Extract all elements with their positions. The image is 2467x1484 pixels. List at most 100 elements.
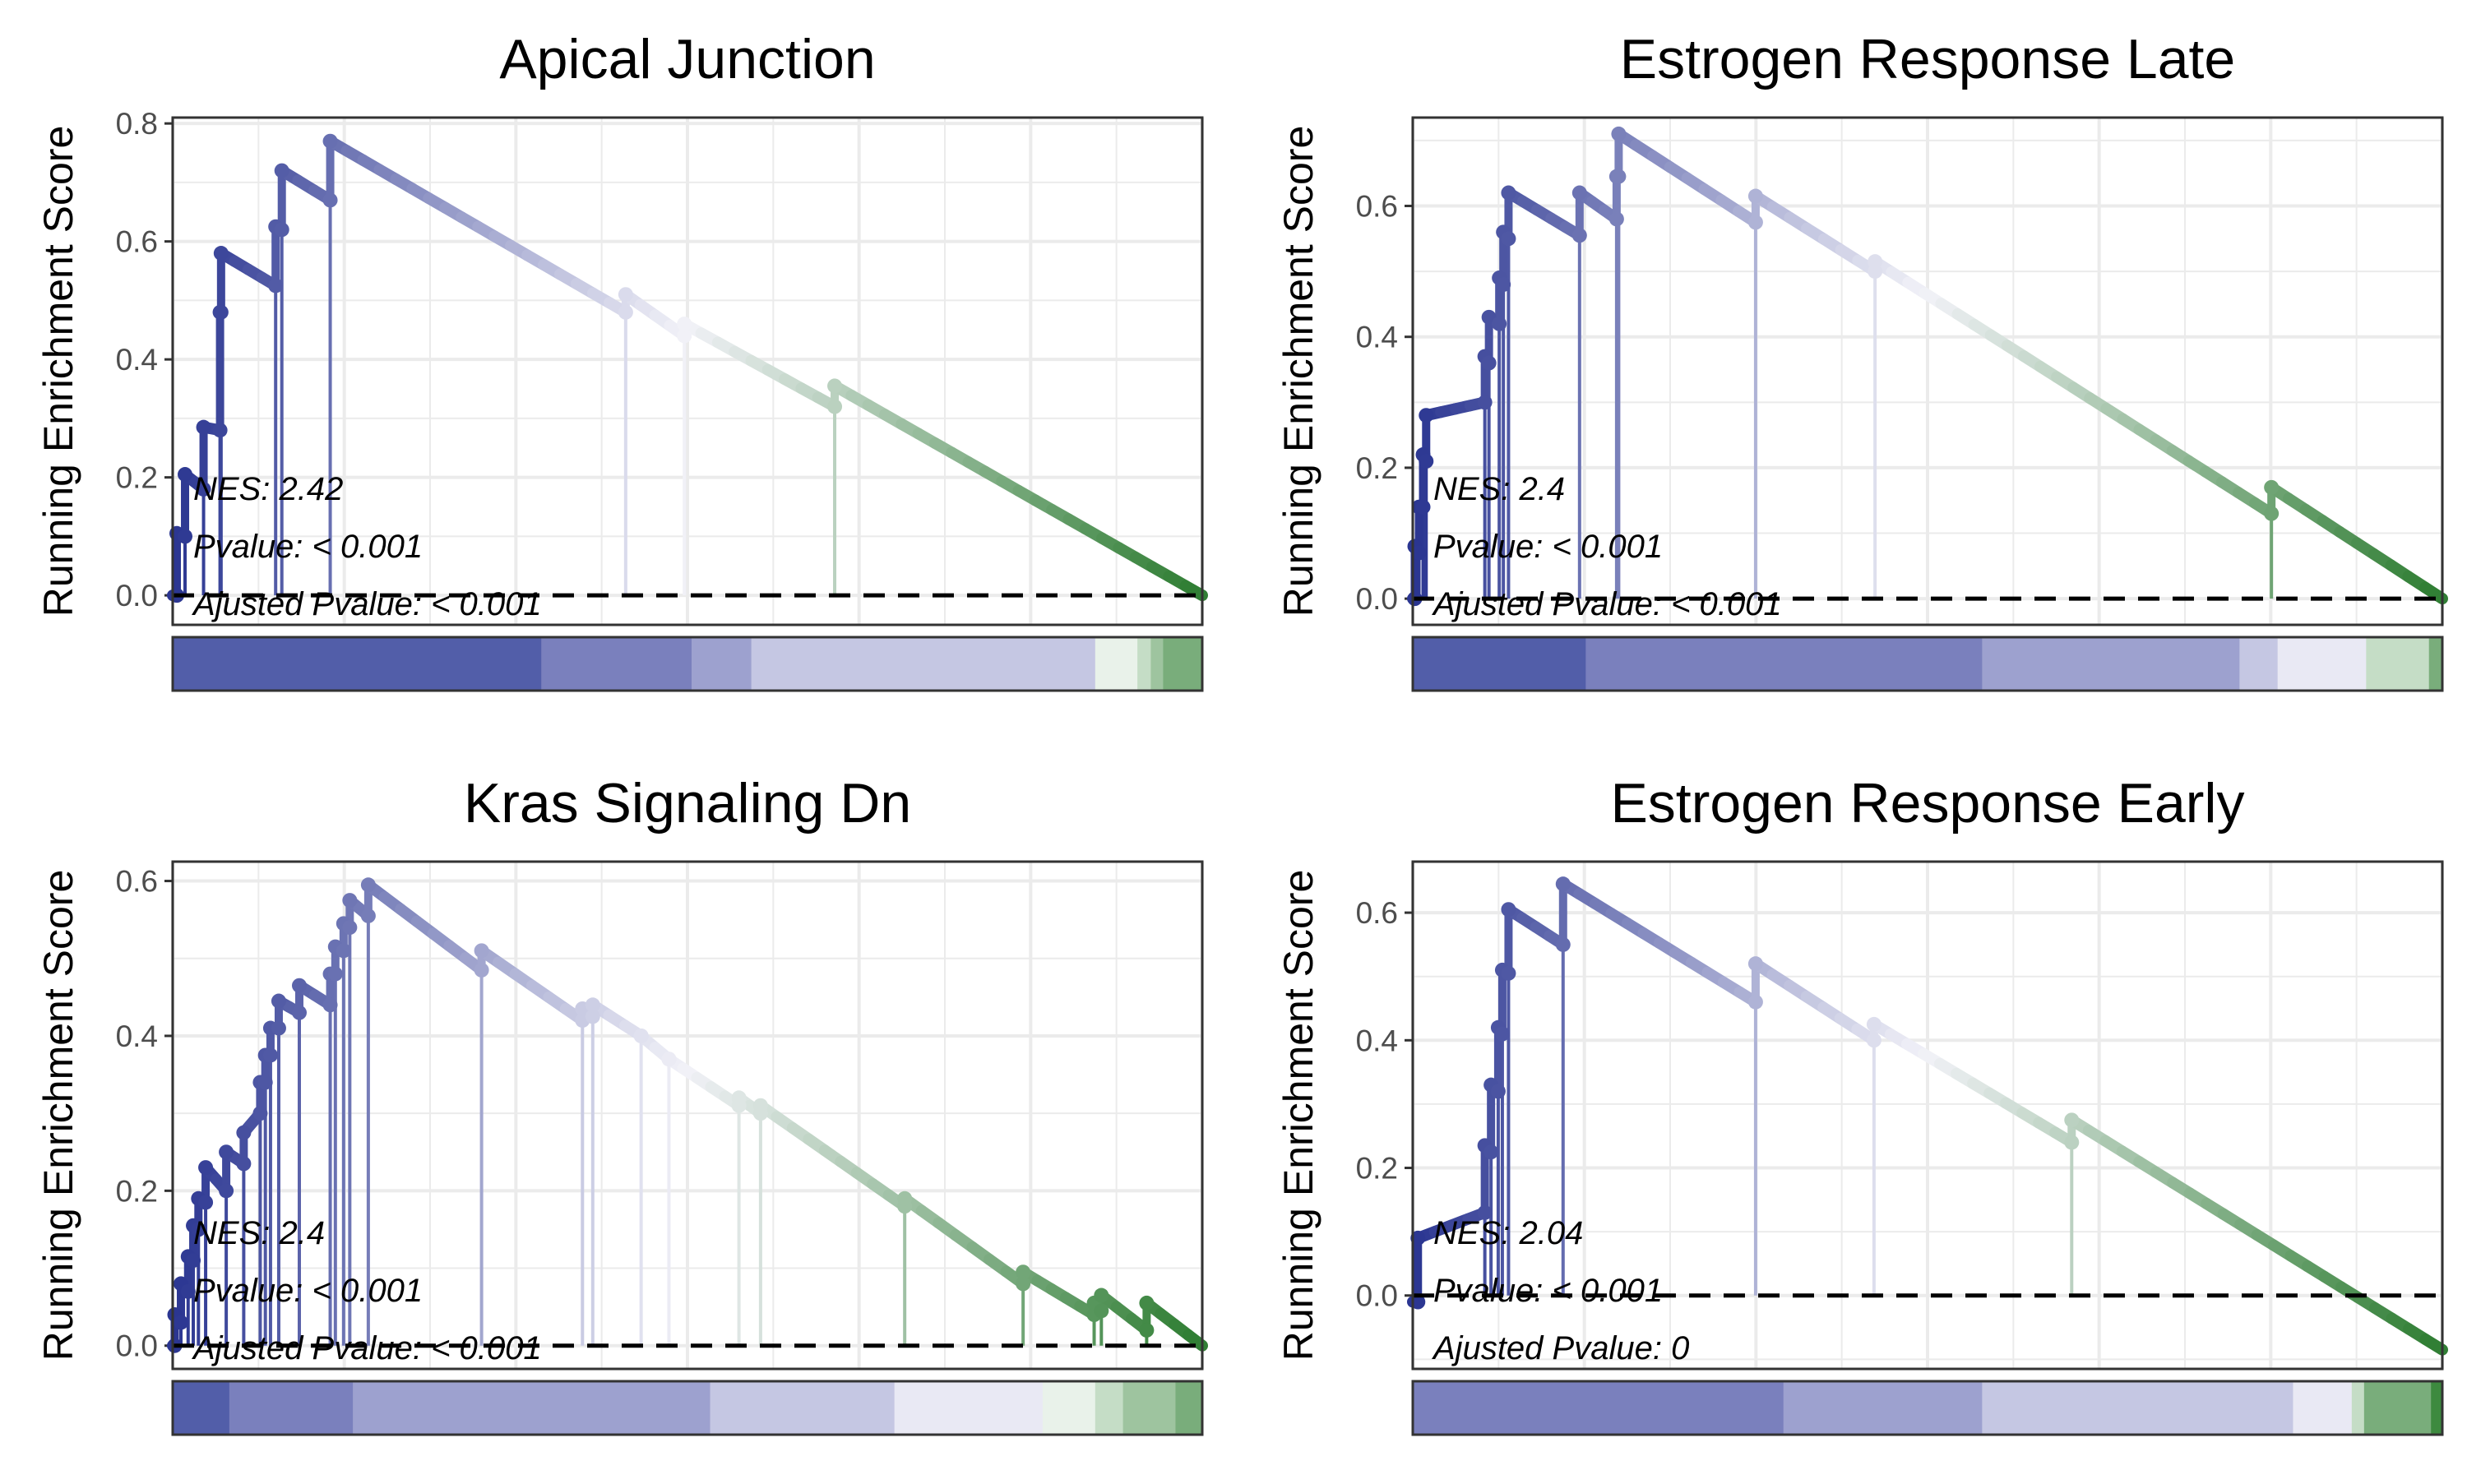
hit-point [585,997,600,1013]
hit-point [827,399,843,414]
stats-annotation: NES: 2.4 Pvalue: < 0.001 Ajusted Pvalue: <… [192,1215,542,1366]
hit-point [1747,956,1763,972]
color-bar-segment [173,637,542,691]
hit-point [474,962,489,978]
y-tick-label: 0.2 [116,461,158,495]
hit-point [336,943,351,959]
stat-adj-pvalue: Ajusted Pvalue: < 0.001 [192,586,542,622]
color-bar-segment [2428,637,2443,691]
chart-title: Estrogen Response Late [1620,28,2236,90]
hit-point [1094,1288,1109,1303]
hit-point [342,920,358,936]
chart-svg: Kras Signaling Dn Running Enrichment Scor… [35,772,1208,1436]
hit-point [1611,169,1627,184]
plot-frame [1411,116,2444,626]
hit-point [1571,185,1587,201]
y-tick-label: 0.6 [116,225,158,259]
hit-point [271,993,286,1009]
hit-point [1139,1322,1155,1338]
color-bar-segment [229,1381,354,1435]
hit-point [219,1144,234,1160]
color-bar-segment [2293,1381,2353,1435]
hit-point [213,304,229,320]
color-bar-segment [1413,1381,1784,1435]
hit-point [1571,228,1587,243]
panel-4: Estrogen Response Early Running Enrichmen… [1240,744,2467,1484]
y-tick-label: 0.4 [1356,1024,1398,1057]
y-tick-label: 0.0 [116,579,158,613]
hit-point [1481,355,1497,371]
stats-annotation: NES: 2.04 Pvalue: < 0.001 Ajusted Pvalue: … [1432,1215,1689,1366]
hit-point [327,966,343,982]
color-bar-segment [1982,637,2240,691]
hit-point [1094,1303,1109,1319]
y-axis-label: Running Enrichment Score [1275,126,1321,617]
hit-point [1490,1084,1506,1099]
y-tick-label: 0.4 [116,343,158,377]
color-bar-segment [1137,637,1151,691]
hit-point [2264,506,2280,521]
hit-point [731,1090,747,1106]
hit-point [474,943,489,959]
color-bar-segment [1413,637,1586,691]
hit-point [897,1190,913,1206]
y-tick-label: 0.4 [116,1019,158,1053]
panel-1: Apical Junction Running Enrichment Score 0… [0,0,1234,740]
hit-lines [1413,133,2274,599]
hit-point [291,1005,307,1020]
color-bar-segment [2239,637,2279,691]
color-bar-frame [1411,1380,2444,1436]
hit-point [633,1028,649,1043]
color-bar-segment [2277,637,2367,691]
hit-points [1407,126,2280,607]
plot-frame [1411,860,2444,1371]
hit-point [1415,499,1431,515]
hit-point [236,1125,252,1140]
color-bar-segment [710,1381,896,1435]
hit-point [1494,1026,1510,1042]
hit-point [322,997,338,1013]
color-bar-segment [1982,1381,2293,1435]
hit-point [1419,453,1434,469]
hit-point [1501,965,1516,981]
hit-point [1747,215,1763,230]
color-bar-segment [894,1381,1044,1435]
hit-point [360,908,376,923]
hit-point [1501,185,1516,201]
hit-point [1496,277,1511,293]
hit-point [1477,395,1493,410]
hit-point [1747,188,1763,204]
chart-svg: Estrogen Response Early Running Enrichmen… [1275,772,2448,1436]
curve-segment [1183,1329,1208,1352]
y-tick-label: 0.2 [1356,451,1398,485]
stat-pvalue: Pvalue: < 0.001 [193,1273,423,1309]
y-tick-label: 0.0 [116,1329,158,1363]
color-bar-segment [751,637,1096,691]
hit-point [618,304,633,320]
hit-point [1555,936,1571,952]
enrichment-curve [1407,878,2448,1356]
hit-point [322,192,338,208]
panel-2: Estrogen Response Late Running Enrichment… [1240,0,2467,740]
y-axis-label: Running Enrichment Score [35,126,81,617]
rank-color-bar [1411,1380,2444,1436]
y-tick-label: 0.6 [1356,189,1398,223]
hit-point [342,893,358,908]
hit-point [661,1052,677,1067]
hit-points [167,877,1155,1353]
hit-point [585,1009,600,1024]
chart-svg: Apical Junction Running Enrichment Score 0… [35,28,1208,692]
color-bar-segment [1095,637,1138,691]
hit-point [1139,1295,1155,1311]
hit-point [1492,316,1507,331]
hit-point [1410,1230,1426,1246]
color-bar-segment [173,1381,230,1435]
color-bar-segment [1042,1381,1096,1435]
color-bar-segment [692,637,752,691]
color-bar-segment [1095,1381,1124,1435]
hit-point [1016,1264,1031,1280]
hit-point [2264,479,2280,495]
hit-point [198,1195,214,1210]
hit-point [2064,1135,2080,1150]
hit-point [1411,545,1427,561]
